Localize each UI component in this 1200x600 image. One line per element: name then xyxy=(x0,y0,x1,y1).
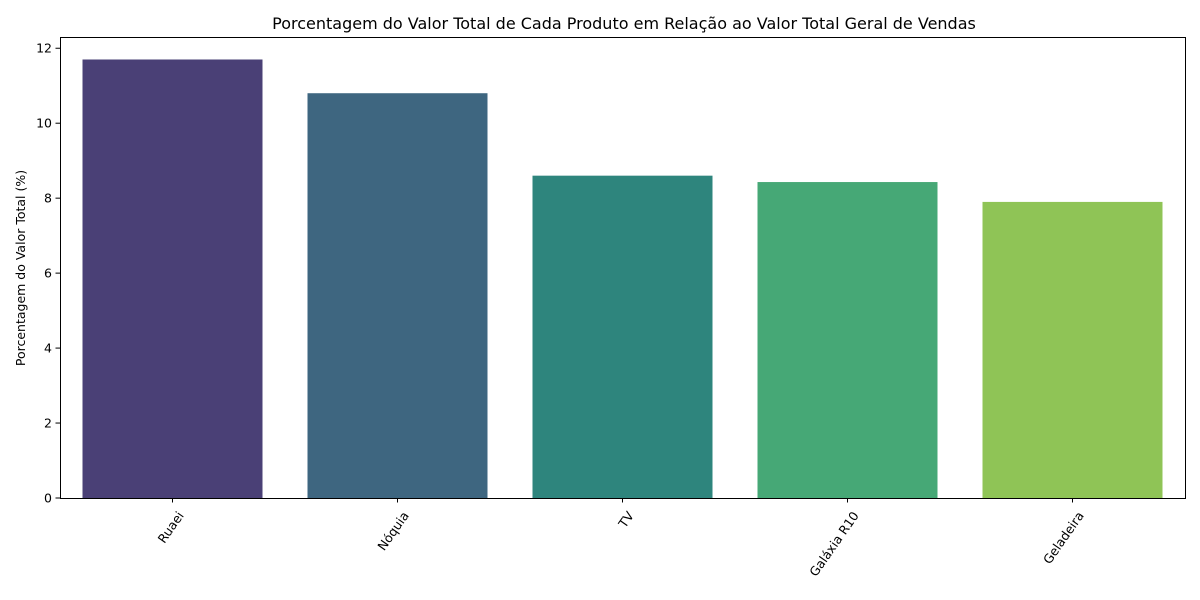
y-tick-label-4: 8 xyxy=(44,191,52,206)
bar-2 xyxy=(532,175,713,499)
y-tick-label-6: 12 xyxy=(36,41,52,56)
y-tick-label-1: 2 xyxy=(44,416,52,431)
y-tick-label-2: 4 xyxy=(44,341,52,356)
plot-frame xyxy=(60,37,1186,499)
y-tick-label-5: 10 xyxy=(36,116,52,131)
bar-4 xyxy=(982,201,1163,498)
y-axis-ticks: 0 2 4 6 8 10 12 xyxy=(36,41,60,506)
bar-0 xyxy=(82,59,263,499)
bar-3 xyxy=(757,182,938,499)
y-tick-label-3: 6 xyxy=(44,266,52,281)
chart-title: Porcentagem do Valor Total de Cada Produ… xyxy=(272,14,976,33)
bars-group xyxy=(82,59,1163,499)
y-axis-label: Porcentagem do Valor Total (%) xyxy=(13,170,28,366)
y-tick-label-0: 0 xyxy=(44,491,52,506)
bar-1 xyxy=(307,93,488,498)
